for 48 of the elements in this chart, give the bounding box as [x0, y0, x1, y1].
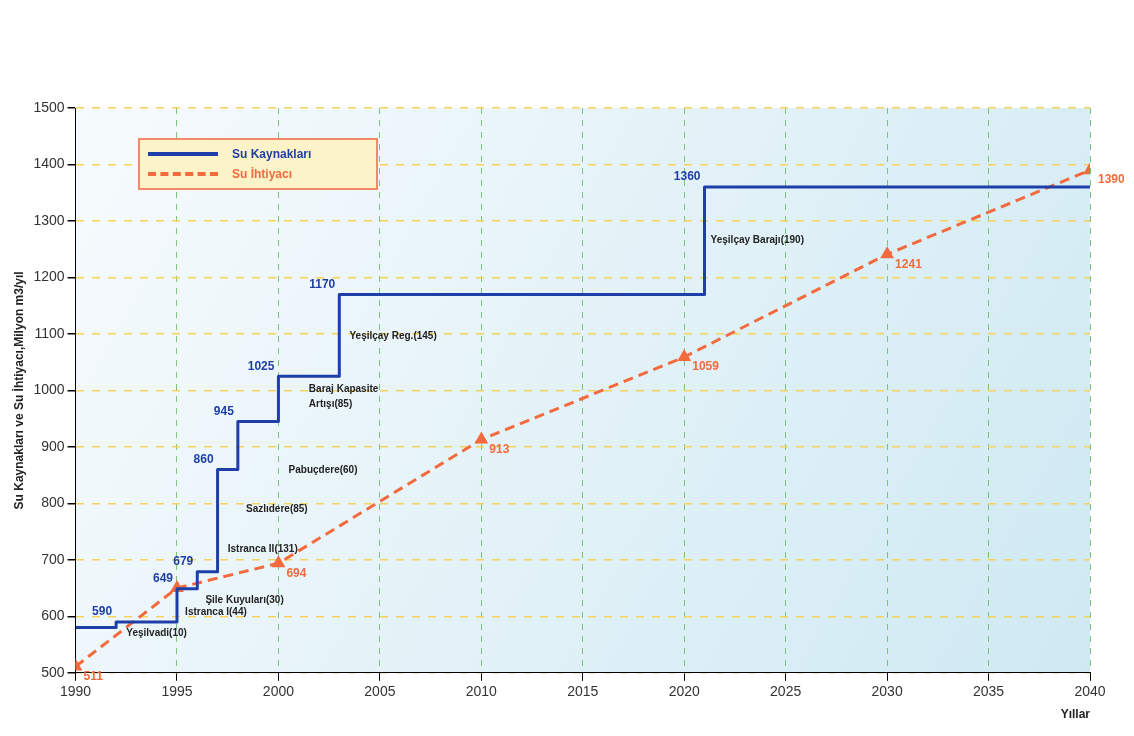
x-tick-label: 1995 [161, 683, 193, 700]
y-tick-label: 700 [41, 550, 65, 567]
data-label: 913 [489, 441, 510, 456]
annotation: Yeşilçay Reg.(145) [349, 330, 437, 342]
x-tick-label: 2025 [770, 683, 802, 700]
data-label: 590 [92, 604, 113, 619]
annotation: Sazlıdere(85) [245, 502, 308, 514]
data-label: 1390 [1098, 172, 1126, 187]
text: Su Kaynakları [232, 147, 312, 161]
annotation: Yeşilvadi(10) [126, 627, 187, 639]
y-axis-title: Su Kaynakları ve Su İhtiyacı,Milyon m3/yıl [10, 271, 26, 510]
data-label: 1059 [692, 359, 720, 374]
data-label: 945 [213, 403, 235, 418]
x-tick-label: 2005 [364, 683, 396, 700]
x-tick-label: 2020 [668, 683, 700, 700]
data-label: 649 [152, 570, 174, 585]
data-label: 694 [286, 565, 307, 580]
data-label: 1360 [673, 169, 701, 184]
text: Su İhtiyacı [232, 167, 293, 181]
y-tick-label: 1300 [33, 211, 65, 228]
data-label: 511 [83, 668, 104, 683]
y-tick-label: 500 [41, 663, 65, 680]
annotation: Pabuçdere(60) [288, 464, 358, 476]
y-tick-label: 900 [41, 437, 65, 454]
x-tick-label: 2015 [567, 683, 599, 700]
y-tick-label: 600 [41, 607, 65, 624]
annotation: Baraj Kapasite Artışı(85) [308, 382, 379, 409]
y-tick-label: 1200 [33, 268, 65, 285]
annotation: Şile Kuyuları(30) [205, 594, 284, 606]
x-tick-label: 1990 [59, 683, 92, 700]
x-tick-label: 2000 [262, 683, 295, 700]
y-tick-label: 1500 [33, 98, 65, 115]
data-label: 1241 [895, 256, 923, 271]
y-tick-label: 800 [41, 494, 65, 511]
x-tick-label: 2030 [871, 683, 903, 700]
data-label: 1170 [309, 276, 336, 291]
data-label: 860 [193, 451, 214, 466]
y-tick-label: 1100 [34, 324, 65, 341]
x-axis-title: Yıllar [1060, 707, 1091, 722]
y-tick-label: 1000 [33, 381, 65, 398]
annotation: Yeşilçay Barajı(190) [710, 234, 804, 246]
y-tick-label: 1400 [33, 155, 65, 172]
annotation: Istranca II(131) [227, 543, 298, 555]
x-tick-label: 2010 [465, 683, 498, 700]
x-tick-label: 2040 [1074, 683, 1106, 700]
data-label: 1025 [247, 358, 275, 373]
annotation: Istranca I(44) [185, 605, 247, 617]
x-tick-label: 2035 [972, 683, 1005, 700]
